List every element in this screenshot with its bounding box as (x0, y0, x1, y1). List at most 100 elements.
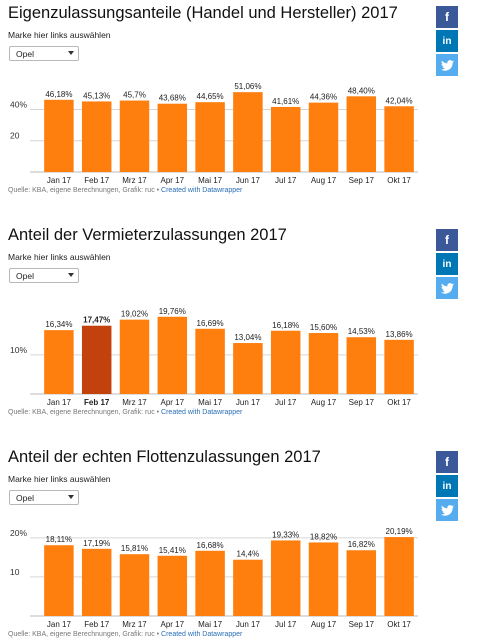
linkedin-icon: in (442, 258, 452, 270)
x-tick-label: Apr 17 (161, 398, 185, 407)
brand-select-hint: Marke hier links auswählen (8, 30, 111, 40)
facebook-share-button[interactable]: f (436, 6, 458, 28)
bar (81, 548, 112, 616)
data-label: 19,76% (159, 307, 186, 316)
brand-select[interactable]: Opel (9, 490, 79, 505)
x-tick-label: Jul 17 (275, 176, 297, 185)
y-tick-label: 20% (10, 528, 27, 538)
data-label: 19,33% (272, 530, 299, 539)
x-tick-label: Okt 17 (387, 176, 411, 185)
chart-panel-2: Anteil der Vermieterzulassungen 2017 Mar… (0, 226, 477, 426)
bar (157, 316, 188, 394)
x-tick-label: Apr 17 (161, 620, 185, 629)
chart-panel-1: Eigenzulassungsanteile (Handel und Herst… (0, 4, 477, 204)
x-tick-label: Jun 17 (236, 176, 261, 185)
bar (119, 100, 150, 172)
bar-chart: 10 20% 18,11% Jan 17 17,19% Feb 17 15,81% Mrz 1… (10, 527, 418, 629)
source-line: Quelle: KBA, eigene Berechnungen, Grafik… (8, 409, 242, 416)
x-tick-label: Sep 17 (349, 620, 375, 629)
twitter-share-button[interactable] (436, 277, 458, 299)
data-label: 16,34% (45, 320, 72, 329)
bar (384, 106, 414, 172)
bar (157, 555, 188, 616)
linkedin-icon: in (442, 35, 452, 47)
data-label: 19,02% (121, 310, 148, 319)
data-label: 16,69% (197, 319, 224, 328)
brand-select[interactable]: Opel (9, 46, 79, 61)
x-tick-label: Feb 17 (84, 620, 109, 629)
bar (195, 328, 225, 394)
brand-select-value: Opel (16, 271, 34, 281)
chevron-down-icon (68, 495, 74, 499)
data-label: 13,04% (234, 333, 261, 342)
bar-chart: 10% 16,34% Jan 17 17,47% Feb 17 19,02% Mrz 17 1… (10, 307, 418, 407)
data-label: 17,47% (83, 316, 110, 325)
x-tick-label: Jan 17 (47, 176, 72, 185)
data-label: 44,36% (310, 93, 337, 102)
x-tick-label: Mrz 17 (122, 620, 147, 629)
chevron-down-icon (68, 51, 74, 55)
bar (270, 330, 301, 394)
facebook-icon: f (445, 233, 449, 247)
data-label: 16,18% (272, 321, 299, 330)
bar (233, 343, 263, 394)
datawrapper-link[interactable]: Created with Datawrapper (161, 409, 243, 416)
y-tick-label: 20 (10, 131, 20, 141)
x-tick-label: Aug 17 (311, 620, 337, 629)
datawrapper-link[interactable]: Created with Datawrapper (161, 187, 243, 194)
bar (195, 550, 225, 616)
facebook-share-button[interactable]: f (436, 229, 458, 251)
x-tick-label: Aug 17 (311, 176, 337, 185)
y-tick-label: 10 (10, 567, 20, 577)
share-buttons: f in (436, 451, 458, 523)
linkedin-share-button[interactable]: in (436, 30, 458, 52)
source-text: Quelle: KBA, eigene Berechnungen, Grafik… (8, 187, 162, 194)
bar (270, 106, 301, 172)
data-label: 41,61% (272, 97, 299, 106)
linkedin-share-button[interactable]: in (436, 253, 458, 275)
twitter-icon (440, 282, 454, 294)
brand-select[interactable]: Opel (9, 268, 79, 283)
brand-select-hint: Marke hier links auswählen (8, 252, 111, 262)
x-tick-label: Mai 17 (198, 398, 223, 407)
bar (44, 99, 74, 172)
x-tick-label: Mai 17 (198, 620, 223, 629)
facebook-share-button[interactable]: f (436, 451, 458, 473)
bar (233, 559, 263, 616)
data-label: 51,06% (234, 82, 261, 91)
brand-select-hint: Marke hier links auswählen (8, 474, 111, 484)
datawrapper-link[interactable]: Created with Datawrapper (161, 631, 243, 638)
x-tick-label: Mrz 17 (122, 398, 147, 407)
data-label: 13,86% (386, 330, 413, 339)
data-label: 20,19% (386, 527, 413, 536)
twitter-share-button[interactable] (436, 499, 458, 521)
x-tick-label: Jan 17 (47, 398, 72, 407)
bar (81, 325, 112, 394)
brand-select-value: Opel (16, 49, 34, 59)
x-tick-label: Jun 17 (236, 398, 261, 407)
linkedin-share-button[interactable]: in (436, 475, 458, 497)
y-tick-label: 10% (10, 345, 27, 355)
bar (346, 337, 377, 394)
chevron-down-icon (68, 273, 74, 277)
source-line: Quelle: KBA, eigene Berechnungen, Grafik… (8, 187, 242, 194)
chart-panel-3: Anteil der echten Flottenzulassungen 201… (0, 448, 477, 640)
bar (81, 101, 112, 172)
data-label: 48,40% (348, 86, 375, 95)
chart-title: Eigenzulassungsanteile (Handel und Herst… (8, 4, 398, 22)
data-label: 15,60% (310, 323, 337, 332)
source-text: Quelle: KBA, eigene Berechnungen, Grafik… (8, 631, 162, 638)
x-tick-label: Okt 17 (387, 620, 411, 629)
bar (44, 545, 74, 616)
bar (157, 103, 188, 172)
bar (44, 330, 74, 394)
bar (346, 96, 377, 172)
data-label: 18,82% (310, 532, 337, 541)
twitter-share-button[interactable] (436, 54, 458, 76)
x-tick-label: Feb 17 (84, 398, 110, 407)
bar (119, 554, 150, 616)
data-label: 45,7% (123, 91, 146, 100)
bar (308, 102, 339, 172)
x-tick-label: Sep 17 (349, 176, 375, 185)
x-tick-label: Feb 17 (84, 176, 109, 185)
